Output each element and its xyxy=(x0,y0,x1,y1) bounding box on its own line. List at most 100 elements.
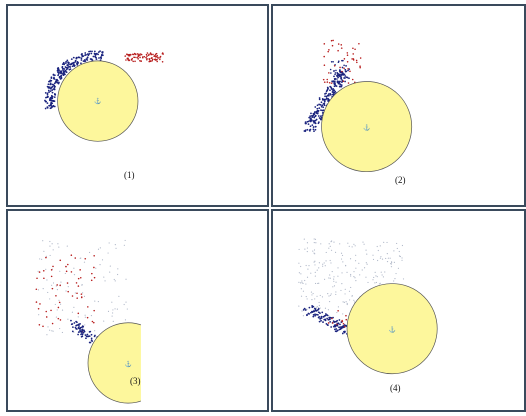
scatter-dot xyxy=(321,97,324,100)
scatter-dot xyxy=(50,76,53,79)
scatter-dot xyxy=(114,244,116,246)
scatter-dot xyxy=(38,314,40,316)
scatter-dot xyxy=(62,74,65,76)
scatter-dot xyxy=(57,68,60,71)
scatter-dot xyxy=(311,299,313,301)
scatter-dot xyxy=(311,311,314,313)
scatter-dot xyxy=(323,43,326,45)
scatter-dot xyxy=(71,311,73,313)
scatter-dot xyxy=(309,128,312,131)
scatter-dot xyxy=(319,294,321,296)
scatter-dot xyxy=(90,339,93,341)
scatter-dot xyxy=(51,243,53,245)
scatter-dot xyxy=(52,100,55,103)
scatter-dot xyxy=(99,264,101,266)
scatter-dot xyxy=(49,90,52,92)
panel-3-center-marker: ⚓ xyxy=(125,360,132,368)
scatter-dot xyxy=(308,265,310,267)
panel-4-center-marker: ⚓ xyxy=(388,326,395,334)
scatter-dot xyxy=(148,58,151,61)
scatter-dot xyxy=(51,284,53,286)
scatter-dot xyxy=(343,325,346,328)
scatter-dot xyxy=(320,243,322,245)
scatter-dot xyxy=(313,112,316,114)
scatter-dot xyxy=(352,47,354,50)
scatter-dot xyxy=(346,60,349,63)
scatter-dot xyxy=(38,324,41,326)
scatter-dot xyxy=(306,308,308,310)
scatter-dot xyxy=(390,261,393,263)
scatter-dot xyxy=(49,254,51,256)
scatter-dot xyxy=(93,53,96,55)
scatter-dot xyxy=(298,272,300,274)
scatter-dot xyxy=(340,44,343,46)
scatter-dot xyxy=(356,61,358,64)
scatter-dot xyxy=(159,56,161,59)
scatter-dot xyxy=(323,100,326,103)
scatter-dot xyxy=(44,91,47,94)
scatter-dot xyxy=(337,73,339,75)
scatter-dot xyxy=(49,107,52,110)
scatter-dot xyxy=(306,247,309,249)
scatter-dot xyxy=(125,278,127,280)
scatter-dot xyxy=(76,297,78,299)
scatter-dot xyxy=(335,320,338,323)
scatter-dot xyxy=(320,315,323,318)
scatter-dot xyxy=(85,337,87,340)
scatter-dot xyxy=(81,329,83,331)
scatter-dot xyxy=(114,280,116,282)
scatter-dot xyxy=(147,54,150,57)
scatter-dot xyxy=(146,57,148,60)
scatter-dot xyxy=(47,326,49,328)
scatter-dot xyxy=(77,316,79,318)
panel-2: ⚓ (2) xyxy=(271,4,526,207)
scatter-dot xyxy=(82,60,85,62)
scatter-dot xyxy=(131,57,133,60)
scatter-dot xyxy=(74,326,77,329)
scatter-dot xyxy=(39,258,41,260)
scatter-dot xyxy=(308,306,311,309)
scatter-dot xyxy=(323,262,325,264)
scatter-dot xyxy=(361,269,363,271)
scatter-dot xyxy=(314,308,317,310)
scatter-dot xyxy=(148,60,151,63)
scatter-dot xyxy=(62,67,65,70)
scatter-dot xyxy=(313,252,315,254)
scatter-dot xyxy=(346,302,348,305)
panel-2-circle xyxy=(321,81,413,173)
scatter-dot xyxy=(306,298,308,300)
scatter-dot xyxy=(401,259,403,261)
scatter-dot xyxy=(91,50,93,53)
scatter-dot xyxy=(65,270,68,273)
scatter-dot xyxy=(305,264,307,267)
scatter-dot xyxy=(80,59,83,61)
scatter-dot xyxy=(81,333,84,336)
scatter-dot xyxy=(86,333,89,336)
scatter-dot xyxy=(136,56,138,59)
panel-1-label: (1) xyxy=(124,170,135,180)
scatter-dot xyxy=(340,289,342,291)
scatter-dot xyxy=(80,296,83,299)
scatter-dot xyxy=(374,271,376,273)
scatter-dot xyxy=(346,52,349,54)
scatter-dot xyxy=(46,85,49,88)
scatter-dot xyxy=(327,50,329,53)
scatter-dot xyxy=(151,59,153,62)
scatter-dot xyxy=(319,307,321,309)
scatter-dot xyxy=(39,303,41,305)
scatter-dot xyxy=(318,282,320,284)
scatter-dot xyxy=(354,48,356,51)
scatter-dot xyxy=(114,308,116,310)
scatter-dot xyxy=(317,307,319,309)
scatter-dot xyxy=(161,52,164,55)
scatter-dot xyxy=(302,309,305,311)
scatter-dot xyxy=(47,89,50,92)
scatter-dot xyxy=(61,331,63,334)
scatter-dot xyxy=(35,288,38,291)
scatter-dot xyxy=(92,55,95,58)
panel-2-drawing: ⚓ xyxy=(303,39,413,173)
scatter-dot xyxy=(303,307,306,310)
scatter-dot xyxy=(301,280,303,282)
scatter-dot xyxy=(379,257,382,259)
scatter-dot xyxy=(314,275,316,277)
